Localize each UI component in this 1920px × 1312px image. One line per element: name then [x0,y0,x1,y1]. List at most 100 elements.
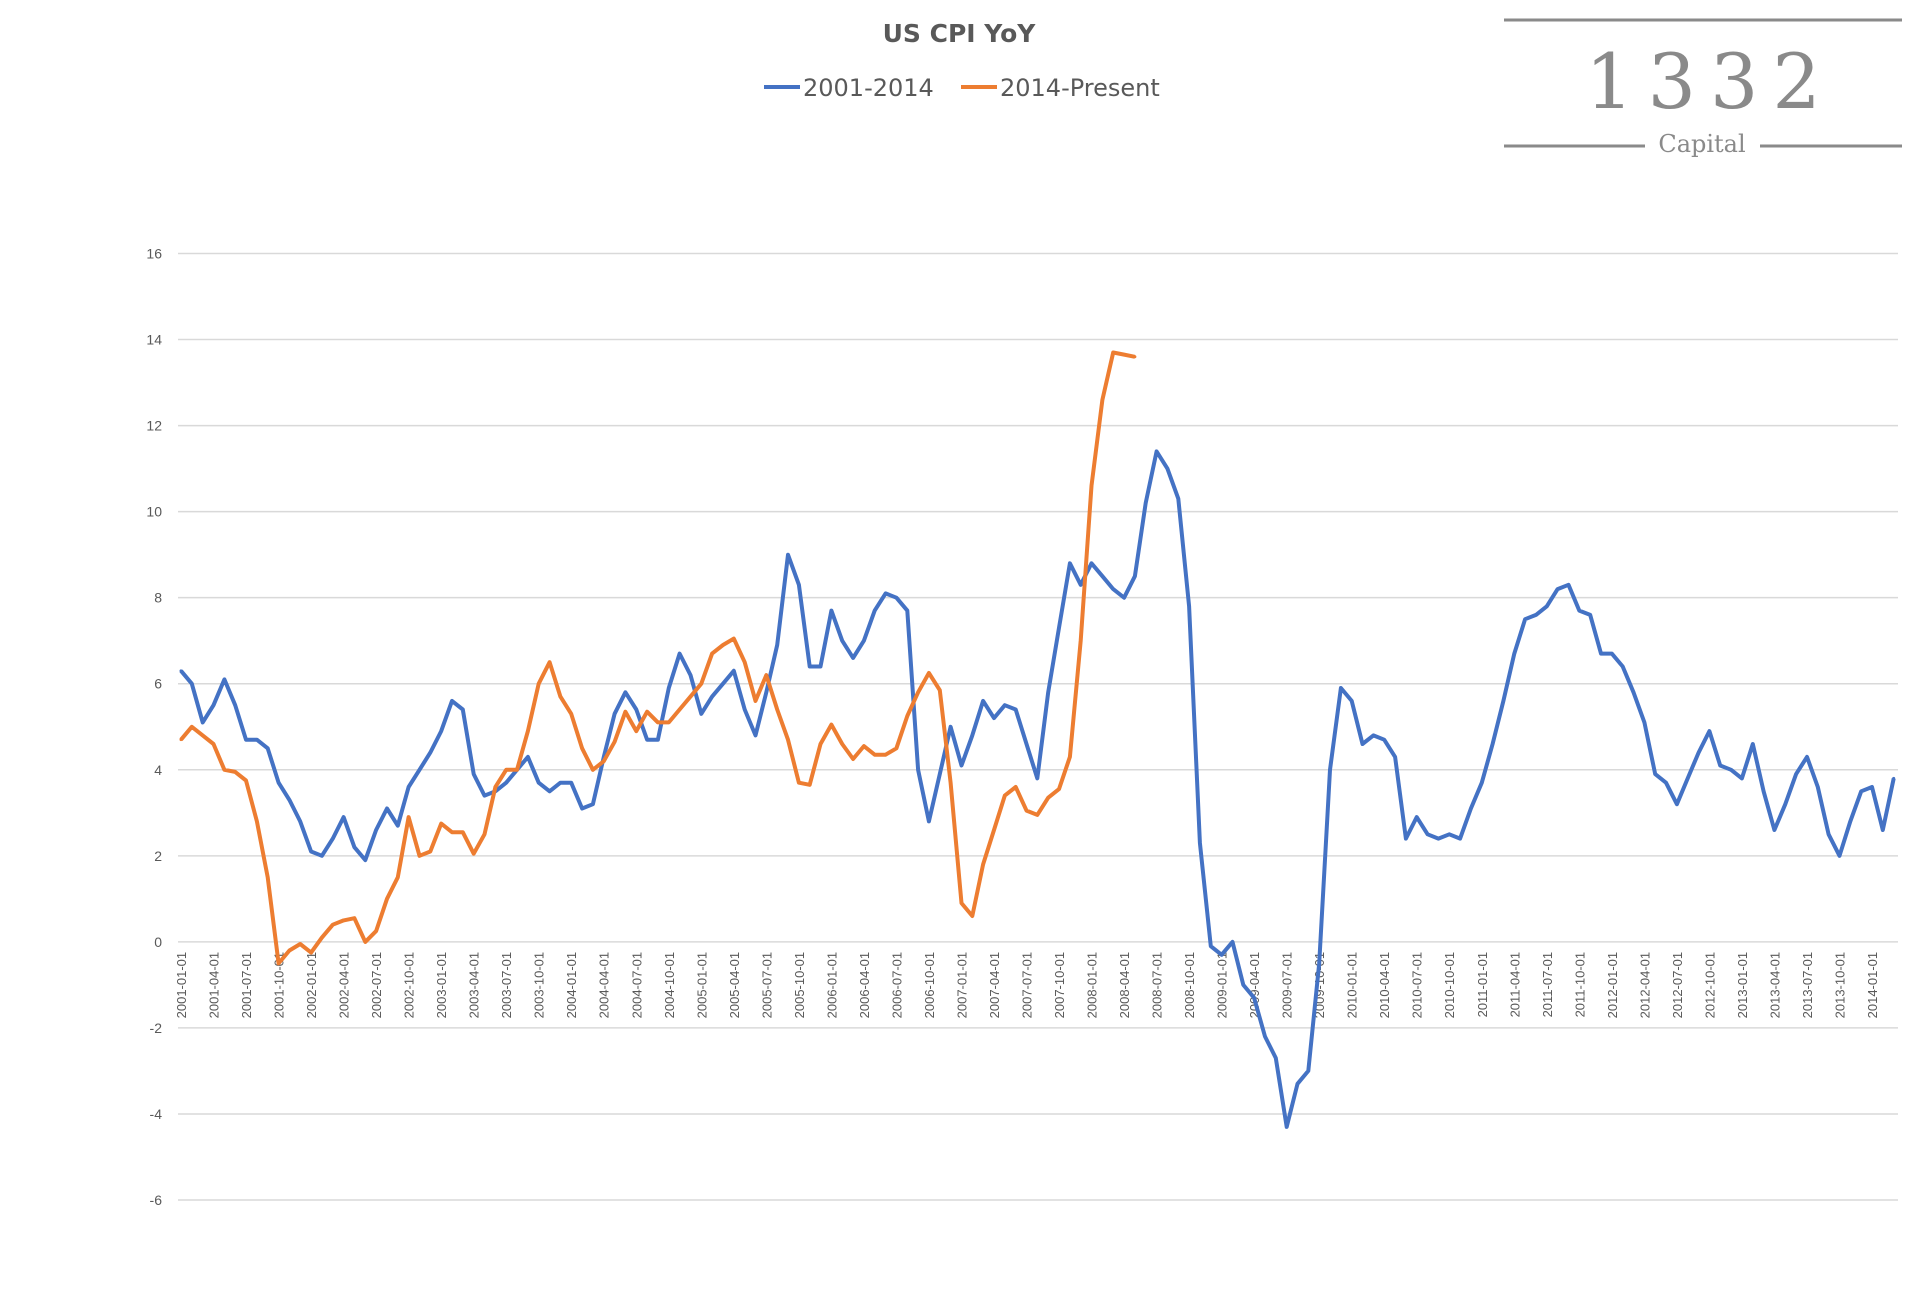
data-point [754,699,758,703]
data-point [1155,449,1159,453]
x-tick-label: 2008-07-01 [1150,952,1165,1019]
data-point [1848,819,1852,823]
data-point [222,677,226,681]
data-point [1566,583,1570,587]
data-point [396,875,400,879]
data-point [1263,1035,1267,1039]
data-point [797,781,801,785]
data-point [504,768,508,772]
x-tick-label: 2002-04-01 [337,952,352,1019]
data-point [1480,781,1484,785]
data-point [1209,944,1213,948]
data-point [916,768,920,772]
data-point [1556,587,1560,591]
y-tick-label: -2 [150,1020,163,1036]
data-point [688,673,692,677]
data-point [1328,768,1332,772]
data-point [1014,785,1018,789]
data-point [1783,802,1787,806]
data-point [1881,828,1885,832]
x-tick-label: 2004-01-01 [564,952,579,1019]
data-point [873,609,877,613]
data-point [1165,467,1169,471]
data-point [1426,832,1430,836]
series-line-2014-present [179,350,1136,966]
data-point [1501,699,1505,703]
data-point [569,781,573,785]
data-point [1816,785,1820,789]
data-point [1653,772,1657,776]
data-point [1491,742,1495,746]
data-point [602,759,606,763]
x-tick-label: 2007-07-01 [1020,952,1035,1019]
data-point [515,768,519,772]
legend-label-2001-2014: 2001-2014 [803,74,934,102]
data-point [1718,763,1722,767]
data-point [1534,613,1538,617]
data-point [678,708,682,712]
data-point [298,942,302,946]
data-point [309,951,313,955]
data-point [407,815,411,819]
data-point [179,669,183,673]
data-point [298,819,302,823]
data-point [461,830,465,834]
x-tick-label: 2013-07-01 [1800,952,1815,1019]
data-point [1100,574,1104,578]
y-axis-ticks: -6 -4 -2 0 2 4 6 8 10 12 14 16 [146,246,162,1209]
data-point [1068,755,1072,759]
data-point [862,744,866,748]
data-point [1350,699,1354,703]
data-point [981,699,985,703]
data-point [1339,686,1343,690]
data-point [959,763,963,767]
data-point [580,806,584,810]
data-point [970,914,974,918]
x-tick-label: 2001-01-01 [174,952,189,1019]
data-point [667,720,671,724]
data-point [1447,832,1451,836]
data-point [656,720,660,724]
data-point [645,738,649,742]
y-tick-label: 10 [146,504,162,520]
data-point [981,862,985,866]
data-point [1003,703,1007,707]
data-point [483,794,487,798]
data-point [1371,733,1375,737]
data-point [623,710,627,714]
data-point [1122,596,1126,600]
data-point [472,852,476,856]
y-tick-label: -4 [150,1106,163,1122]
x-tick-label: 2007-10-01 [1052,952,1067,1019]
data-point [1003,794,1007,798]
data-point [721,643,725,647]
x-tick-label: 2002-07-01 [369,952,384,1019]
data-point [244,738,248,742]
data-point [1111,350,1115,354]
data-point [764,673,768,677]
data-point [678,652,682,656]
y-tick-label: 16 [146,246,162,262]
data-point [233,770,237,774]
data-point [949,781,953,785]
x-tick-label: 2011-07-01 [1540,952,1555,1018]
data-point [873,753,877,757]
data-point [840,742,844,746]
data-point [1111,587,1115,591]
data-point [255,738,259,742]
data-point [1057,787,1061,791]
data-point [266,746,270,750]
x-tick-label: 2009-07-01 [1280,952,1295,1019]
data-point [1046,796,1050,800]
data-point [916,690,920,694]
data-point [688,695,692,699]
data-point [775,643,779,647]
data-point [407,785,411,789]
x-tick-label: 2003-10-01 [532,952,547,1019]
x-tick-label: 2012-04-01 [1637,952,1652,1019]
data-point [331,923,335,927]
data-point [959,901,963,905]
data-point [1740,776,1744,780]
data-point [450,699,454,703]
x-tick-label: 2011-10-01 [1572,952,1587,1018]
